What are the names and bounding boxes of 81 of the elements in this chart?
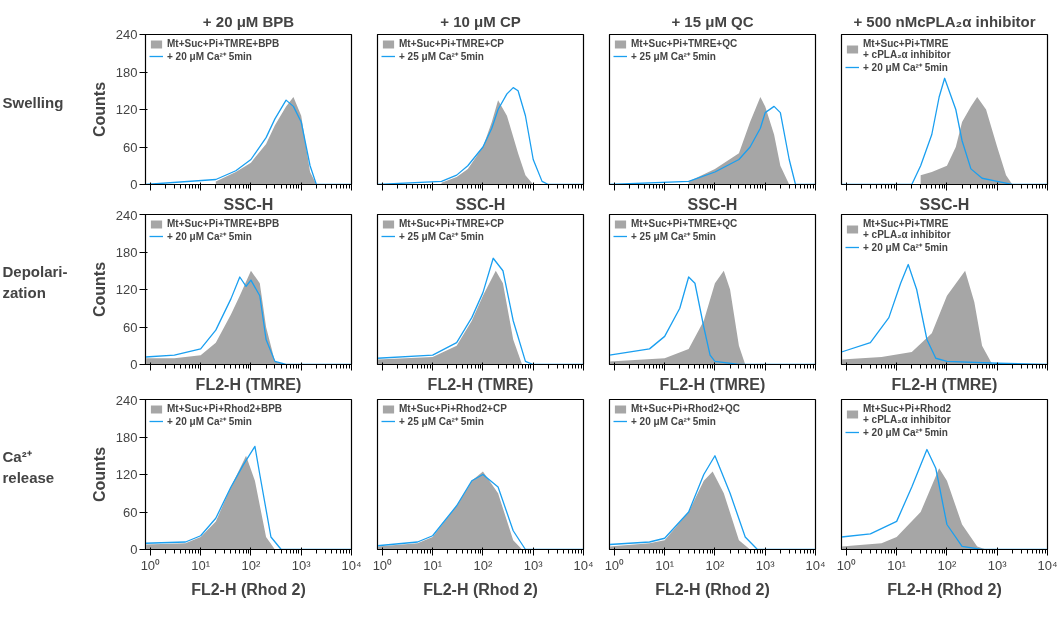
- legend-label: Mt+Suc+Pi+TMRE+QC: [631, 38, 738, 49]
- y-tick-label: 0: [130, 542, 138, 557]
- x-tick-label: 10⁰: [836, 557, 857, 573]
- legend-label: Mt+Suc+Pi+Rhod2 + cPLA₂α inhibitor: [863, 403, 952, 425]
- x-axis-title: FL2-H (TMRE): [195, 375, 302, 393]
- x-axis-title: FL2-H (TMRE): [659, 375, 766, 393]
- legend-label: + 25 μM Ca²⁺ 5min: [631, 50, 716, 63]
- x-tick-label: 10¹: [655, 557, 675, 573]
- legend-label: Mt+Suc+Pi+Rhod2+BPB: [167, 403, 283, 414]
- legend-label: Mt+Suc+Pi+TMRE + cPLA₂α inhibitor: [863, 218, 951, 240]
- y-axis-title: Counts: [90, 261, 108, 318]
- legend-label: Mt+Suc+Pi+Rhod2+CP: [399, 403, 507, 414]
- y-tick-label: 240: [115, 27, 138, 42]
- y-tick-label: 120: [115, 282, 138, 297]
- y-axis-title: Counts: [90, 81, 108, 138]
- chart-title: + 20 μM BPB: [202, 12, 295, 30]
- x-axis-title: FL2-H (Rhod 2): [655, 580, 770, 598]
- legend-label: Mt+Suc+Pi+TMRE+QC: [631, 218, 738, 229]
- x-axis-title: FL2-H (Rhod 2): [423, 580, 538, 598]
- legend-label: + 20 μM Ca²⁺ 5min: [863, 426, 948, 439]
- legend-label: + 25 μM Ca²⁺ 5min: [399, 230, 484, 243]
- x-tick-label: 10²: [473, 557, 493, 573]
- legend-label: Mt+Suc+Pi+Rhod2+QC: [631, 403, 740, 414]
- x-tick-label: 10³: [523, 557, 544, 573]
- y-tick-label: 60: [123, 504, 138, 520]
- x-axis-title: SSC-H: [919, 195, 970, 213]
- x-tick-label: 10⁴: [573, 557, 594, 573]
- legend-label: + 20 μM Ca²⁺ 5min: [863, 241, 948, 254]
- x-axis-title: FL2-H (Rhod 2): [191, 580, 306, 598]
- text: Ca²⁺ release: [2, 448, 55, 486]
- y-tick-label: 60: [123, 139, 138, 155]
- y-tick-label: 60: [123, 319, 138, 335]
- y-tick-label: 180: [115, 244, 138, 260]
- x-tick-label: 10⁰: [604, 557, 625, 573]
- legend-label: + 20 μM Ca²⁺ 5min: [631, 415, 716, 428]
- x-tick-label: 10³: [987, 557, 1008, 573]
- chart-title: + 500 nMcPLA₂α inhibitor: [853, 12, 1036, 30]
- legend-label: + 20 μM Ca²⁺ 5min: [167, 415, 252, 428]
- x-axis-title: SSC-H: [455, 195, 506, 213]
- x-tick-label: 10⁴: [805, 557, 826, 573]
- y-tick-label: 0: [130, 357, 138, 372]
- x-axis-title: FL2-H (TMRE): [891, 375, 998, 393]
- x-tick-label: 10⁰: [372, 557, 393, 573]
- legend-label: + 25 μM Ca²⁺ 5min: [399, 415, 484, 428]
- legend-label: + 25 μM Ca²⁺ 5min: [399, 50, 484, 63]
- x-axis-title: FL2-H (Rhod 2): [887, 580, 1002, 598]
- text: Swelling: [2, 93, 64, 111]
- legend-label: + 20 μM Ca²⁺ 5min: [167, 230, 252, 243]
- y-tick-label: 240: [115, 207, 138, 223]
- x-tick-label: 10⁴: [1037, 557, 1058, 573]
- chart-title: + 10 μM CP: [440, 12, 521, 30]
- text: Depolari- zation: [2, 263, 68, 301]
- x-tick-label: 10²: [241, 557, 261, 573]
- x-tick-label: 10⁴: [341, 557, 362, 573]
- x-tick-label: 10²: [705, 557, 725, 573]
- legend-label: + 25 μM Ca²⁺ 5min: [631, 230, 716, 243]
- legend-label: + 20 μM Ca²⁺ 5min: [863, 61, 948, 74]
- x-tick-label: 10¹: [887, 557, 907, 573]
- y-tick-label: 0: [130, 177, 138, 192]
- y-tick-label: 120: [115, 467, 138, 482]
- y-tick-label: 120: [115, 102, 138, 117]
- chart-title: + 15 μM QC: [671, 12, 754, 30]
- legend-label: Mt+Suc+Pi+TMRE+BPB: [167, 218, 280, 229]
- legend-label: Mt+Suc+Pi+TMRE+BPB: [167, 38, 280, 49]
- x-tick-label: 10¹: [191, 557, 211, 573]
- y-tick-label: 180: [115, 429, 138, 445]
- x-tick-label: 10³: [755, 557, 776, 573]
- legend-label: Mt+Suc+Pi+TMRE + cPLA₂α inhibitor: [863, 38, 951, 60]
- legend-label: Mt+Suc+Pi+TMRE+CP: [399, 38, 505, 49]
- x-tick-label: 10⁰: [140, 557, 161, 573]
- x-axis-title: SSC-H: [687, 195, 738, 213]
- x-tick-label: 10³: [291, 557, 312, 573]
- legend-label: Mt+Suc+Pi+TMRE+CP: [399, 218, 505, 229]
- y-axis-title: Counts: [90, 446, 108, 503]
- y-tick-label: 180: [115, 64, 138, 80]
- x-tick-label: 10²: [937, 557, 957, 573]
- y-tick-label: 240: [115, 392, 138, 408]
- legend-label: + 20 μM Ca²⁺ 5min: [167, 50, 252, 63]
- x-axis-title: FL2-H (TMRE): [427, 375, 534, 393]
- x-axis-title: SSC-H: [223, 195, 274, 213]
- x-tick-label: 10¹: [423, 557, 443, 573]
